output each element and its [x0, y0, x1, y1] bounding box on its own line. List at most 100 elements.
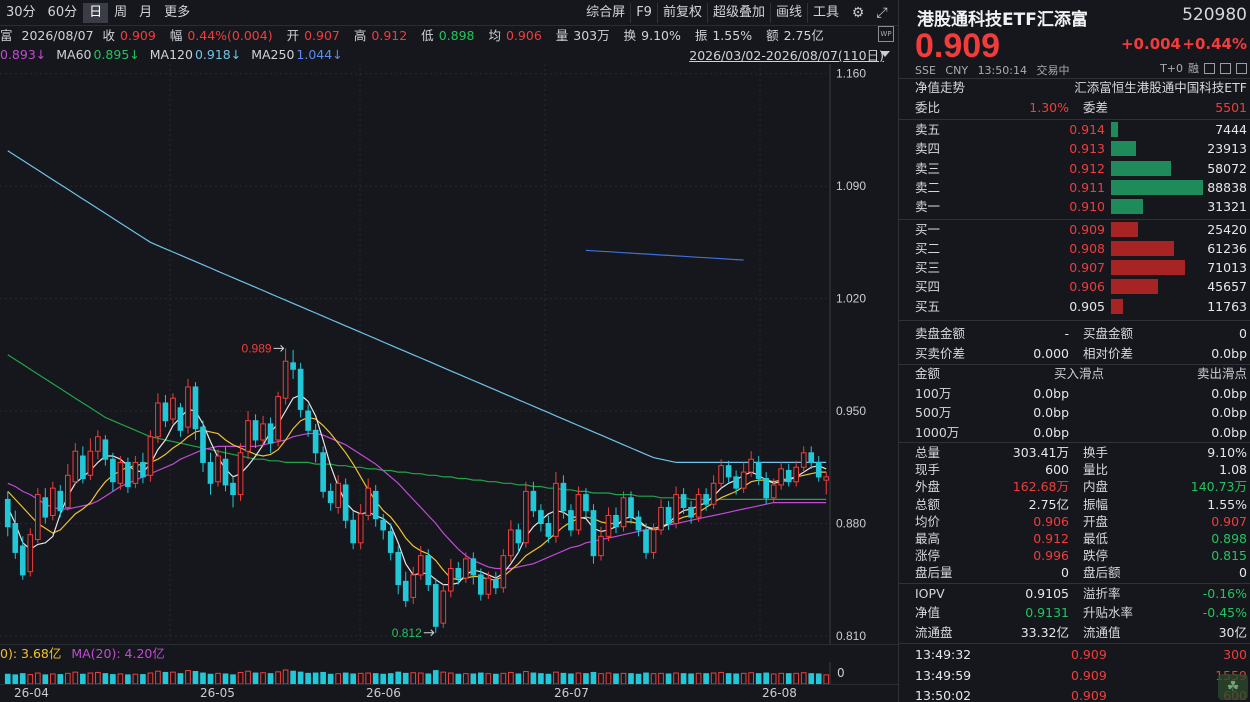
volume-bar [260, 672, 266, 684]
tool-button-2[interactable]: 前复权 [656, 3, 707, 23]
candle [305, 404, 311, 437]
candle-body [365, 487, 372, 516]
timeframe-tab-0[interactable]: 30分 [6, 4, 36, 20]
volume-bar [222, 673, 229, 684]
asks-level-label: 卖三 [915, 160, 941, 176]
weicha-label: 委差 [1083, 100, 1109, 115]
depth-summary-row: 买卖价差 0.000 相对价差 0.0bp [899, 344, 1250, 363]
bids-level-row[interactable]: 买一 0.909 25420 [899, 220, 1250, 239]
candle-body [102, 439, 109, 460]
depth-summary-row-value-2: 0 [1239, 326, 1247, 341]
wp-icon[interactable]: WP [878, 26, 894, 42]
tool-button-4[interactable]: 画线 [769, 3, 807, 23]
candle-body [192, 386, 199, 430]
candle [57, 484, 64, 518]
timeframe-tab-1[interactable]: 60分 [47, 4, 78, 20]
expand-icon[interactable]: ⤢ [876, 5, 888, 21]
volume-bar [815, 673, 822, 684]
avg-value: 0.906 [505, 28, 542, 43]
candle-body [305, 410, 311, 431]
volume-bar [267, 673, 274, 684]
grid-icon[interactable] [1204, 62, 1215, 74]
candle-body [342, 484, 349, 521]
bids-level-row[interactable]: 买二 0.908 61236 [899, 239, 1250, 258]
asks-level-label: 卖四 [915, 141, 941, 157]
candle-body [523, 490, 529, 544]
bids-level-row[interactable]: 买四 0.906 45657 [899, 277, 1250, 296]
stat-value: -0.16% [1202, 585, 1247, 601]
bids-level-label: 买二 [915, 240, 941, 256]
tool-button-3[interactable]: 超级叠加 [706, 3, 770, 23]
asks-level-row[interactable]: 卖一 0.910 31321 [899, 197, 1250, 216]
window-icon[interactable] [1220, 62, 1231, 74]
stat-value: 0.996 [1033, 548, 1069, 564]
slippage-row: 500万 0.0bp 0.0bp [899, 403, 1250, 422]
stat-label: 最低 [1083, 531, 1109, 546]
candle [763, 472, 770, 505]
volume-bar [102, 673, 109, 684]
settings-icon[interactable]: ⚙ [851, 5, 865, 21]
volume-bar [733, 673, 739, 684]
tool-button-0[interactable]: 综合屏 [586, 5, 626, 20]
volume-bar [470, 673, 477, 684]
volume-bar [515, 673, 522, 684]
ma120-value: 0.918↓ [194, 47, 242, 62]
candle [402, 571, 409, 608]
volume-bar [493, 673, 499, 684]
candle-body [57, 490, 64, 512]
volume-bar [350, 673, 357, 684]
popout-icon[interactable] [1236, 62, 1247, 74]
candle [64, 464, 71, 511]
candle-body [628, 497, 634, 518]
candle-body [230, 482, 236, 496]
candle-body [140, 461, 146, 478]
stat-value: 9.10% [1207, 445, 1247, 460]
candle-body [297, 368, 304, 410]
asks-level-row[interactable]: 卖五 0.914 7444 [899, 120, 1250, 139]
timeframe-tab-2[interactable]: 日 [83, 2, 109, 23]
bids-level-row[interactable]: 买三 0.907 71013 [899, 258, 1250, 277]
asks-level-row[interactable]: 卖二 0.911 88838 [899, 178, 1250, 197]
range-dropdown-arrow-icon[interactable] [880, 51, 890, 57]
stat-row: 现手 600 量比 1.08 [899, 460, 1250, 479]
slip-amount: 500万 [915, 405, 952, 421]
volume-bar [755, 673, 762, 684]
volume-bar [695, 672, 702, 684]
candlestick-chart[interactable]: 1.160 1.090 1.020 0.950 0.880 0.810 0.989 0.812 [0, 64, 898, 644]
slip-buy: 0.0bp [1033, 425, 1069, 441]
nav-trend-row[interactable]: 净值走势 汇添富恒生港股通中国科技ETF [899, 78, 1250, 97]
candle [132, 456, 139, 489]
candle [598, 526, 604, 561]
asks-volume: 88838 [1207, 179, 1247, 195]
assistant-icon[interactable]: ☘ [1218, 674, 1248, 700]
timeframe-tab-4[interactable]: 月 [139, 4, 153, 20]
candle-body [485, 577, 492, 595]
name-tail: 富 [0, 28, 13, 43]
slip-amount-header: 金额 [915, 365, 941, 381]
volume-bar [132, 673, 139, 684]
candle-body [170, 397, 176, 420]
volume-chart[interactable] [0, 662, 898, 684]
candle-body [650, 529, 657, 553]
stat-value: 0.906 [1033, 513, 1069, 529]
candle-body [177, 407, 184, 431]
asks-level-row[interactable]: 卖三 0.912 58072 [899, 159, 1250, 178]
bids-level-row[interactable]: 买五 0.905 11763 [899, 297, 1250, 316]
timeframe-tab-5[interactable]: 更多 [164, 4, 191, 20]
asks-price: 0.912 [1069, 160, 1105, 176]
bids-level-label: 买一 [915, 221, 941, 237]
candle-body [260, 423, 266, 441]
tool-button-1[interactable]: F9 [630, 3, 657, 23]
open-label: 开 [286, 28, 300, 43]
volume-bar [673, 672, 679, 684]
candle [27, 528, 34, 577]
chart-area[interactable]: 30分 60分日周月更多 综合屏 F9 前复权 超级叠加 画线 工具 ⚙ ⤢ 富 2026/08… [0, 0, 898, 702]
candle-body [778, 468, 785, 486]
volume-bar [12, 674, 19, 684]
candle [620, 491, 627, 532]
asks-level-row[interactable]: 卖四 0.913 23913 [899, 139, 1250, 158]
tool-button-5[interactable]: 工具 [806, 3, 844, 23]
candle-body [725, 465, 732, 478]
date-range-link[interactable]: 2026/03/02-2026/08/07(110日) [689, 48, 884, 63]
timeframe-tab-3[interactable]: 周 [114, 4, 128, 20]
